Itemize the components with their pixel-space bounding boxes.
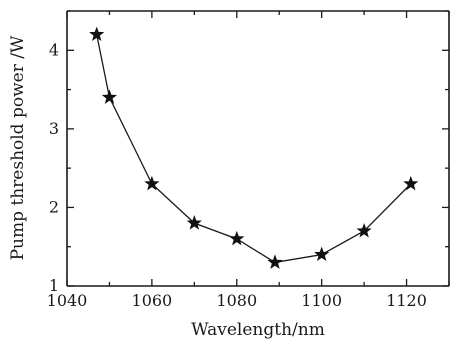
data-point-star	[267, 254, 283, 269]
tick-labels: 1040 1060 1080 1100 1120 1 2 3 4	[47, 40, 427, 310]
series-group	[89, 26, 419, 269]
axis-ticks	[66, 10, 450, 287]
x-axis-title: Wavelength/nm	[191, 320, 325, 340]
y-tick-label: 3	[49, 119, 59, 138]
y-tick-label: 2	[49, 197, 59, 216]
data-point-star	[186, 215, 202, 230]
data-point-star	[89, 26, 105, 42]
data-point-star	[229, 230, 245, 246]
data-point-star	[356, 223, 372, 238]
data-point-star	[314, 246, 330, 262]
x-tick-label: 1120	[386, 291, 427, 310]
plot-frame	[66, 10, 450, 287]
y-tick-label: 4	[49, 40, 59, 59]
x-tick-label: 1100	[301, 291, 342, 310]
y-tick-label: 1	[49, 276, 59, 295]
y-axis-title: Pump threshold power /W	[8, 35, 28, 260]
x-tick-label: 1080	[216, 291, 257, 310]
x-tick-label: 1060	[132, 291, 173, 310]
data-point-star	[144, 175, 160, 191]
data-point-star	[101, 89, 118, 104]
data-point-star	[403, 175, 419, 191]
x-tick-label: 1040	[47, 291, 88, 310]
